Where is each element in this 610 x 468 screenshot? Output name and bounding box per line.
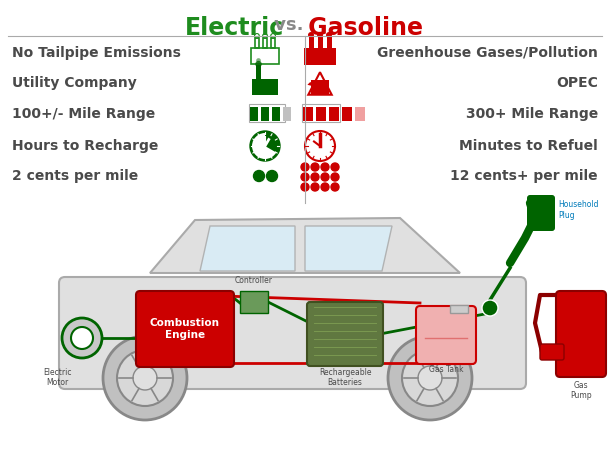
Circle shape xyxy=(62,318,102,358)
Circle shape xyxy=(321,183,329,191)
Bar xyxy=(309,37,314,48)
Circle shape xyxy=(117,350,173,406)
FancyBboxPatch shape xyxy=(59,277,526,389)
Circle shape xyxy=(71,327,93,349)
Circle shape xyxy=(301,163,309,171)
Text: No Tailpipe Emissions: No Tailpipe Emissions xyxy=(12,46,181,60)
Circle shape xyxy=(255,61,262,67)
Bar xyxy=(316,107,326,121)
Polygon shape xyxy=(150,218,460,273)
Text: 2 cents per mile: 2 cents per mile xyxy=(12,169,138,183)
Bar xyxy=(303,107,313,121)
Bar xyxy=(329,107,339,121)
Circle shape xyxy=(326,32,332,38)
Circle shape xyxy=(331,183,339,191)
Circle shape xyxy=(317,32,323,38)
Circle shape xyxy=(311,183,319,191)
Text: Utility Company: Utility Company xyxy=(12,76,137,90)
Bar xyxy=(302,104,340,122)
Text: Rechargeable
Batteries: Rechargeable Batteries xyxy=(319,368,371,388)
Text: 12 cents+ per mile: 12 cents+ per mile xyxy=(450,169,598,183)
Bar xyxy=(251,48,279,64)
Text: Combustion
Engine: Combustion Engine xyxy=(150,318,220,340)
Text: Hours to Recharge: Hours to Recharge xyxy=(12,139,159,153)
Text: Gasoline: Gasoline xyxy=(300,16,423,40)
Circle shape xyxy=(133,366,157,390)
Bar xyxy=(260,107,268,121)
Bar xyxy=(311,80,329,95)
Circle shape xyxy=(402,350,458,406)
Text: Controller: Controller xyxy=(235,276,273,285)
Circle shape xyxy=(331,173,339,181)
Circle shape xyxy=(388,336,472,420)
Circle shape xyxy=(321,173,329,181)
Circle shape xyxy=(321,163,329,171)
Bar xyxy=(342,107,352,121)
Circle shape xyxy=(311,163,319,171)
Circle shape xyxy=(418,366,442,390)
FancyBboxPatch shape xyxy=(556,291,606,377)
Circle shape xyxy=(301,173,309,181)
Polygon shape xyxy=(307,82,322,88)
Text: Gas
Pump: Gas Pump xyxy=(570,381,592,401)
FancyBboxPatch shape xyxy=(136,291,234,367)
Text: vs.: vs. xyxy=(268,16,304,34)
Circle shape xyxy=(301,183,309,191)
Bar xyxy=(271,38,276,48)
Bar xyxy=(253,79,278,95)
Circle shape xyxy=(482,300,498,316)
Polygon shape xyxy=(305,226,392,271)
FancyBboxPatch shape xyxy=(540,344,564,360)
Bar xyxy=(240,291,268,313)
Circle shape xyxy=(103,336,187,420)
Bar xyxy=(249,104,285,122)
Bar xyxy=(271,107,280,121)
Bar xyxy=(318,37,323,48)
Bar xyxy=(355,107,365,121)
Wedge shape xyxy=(250,131,280,161)
Polygon shape xyxy=(200,226,295,271)
Bar xyxy=(255,38,259,48)
Circle shape xyxy=(311,173,319,181)
Circle shape xyxy=(254,170,265,182)
Circle shape xyxy=(331,163,339,171)
Circle shape xyxy=(305,131,335,161)
Circle shape xyxy=(256,58,261,63)
Bar xyxy=(450,305,468,313)
Wedge shape xyxy=(252,133,276,159)
Bar xyxy=(282,107,291,121)
Text: Gas Tank: Gas Tank xyxy=(429,365,463,374)
Bar xyxy=(326,37,332,48)
FancyBboxPatch shape xyxy=(416,306,476,364)
Bar xyxy=(249,107,257,121)
Circle shape xyxy=(308,32,314,38)
Text: Electric: Electric xyxy=(185,16,284,40)
Text: Greenhouse Gases/Pollution: Greenhouse Gases/Pollution xyxy=(377,46,598,60)
FancyBboxPatch shape xyxy=(307,302,383,366)
Text: Electric
Motor: Electric Motor xyxy=(43,368,71,388)
Circle shape xyxy=(267,170,278,182)
Text: Minutes to Refuel: Minutes to Refuel xyxy=(459,139,598,153)
FancyBboxPatch shape xyxy=(527,195,555,231)
Text: 100+/- Mile Range: 100+/- Mile Range xyxy=(12,107,156,121)
Text: Household
Plug: Household Plug xyxy=(558,200,598,219)
Bar xyxy=(256,65,261,79)
Bar xyxy=(304,48,336,65)
Text: 300+ Mile Range: 300+ Mile Range xyxy=(466,107,598,121)
Text: OPEC: OPEC xyxy=(556,76,598,90)
Bar xyxy=(263,38,267,48)
